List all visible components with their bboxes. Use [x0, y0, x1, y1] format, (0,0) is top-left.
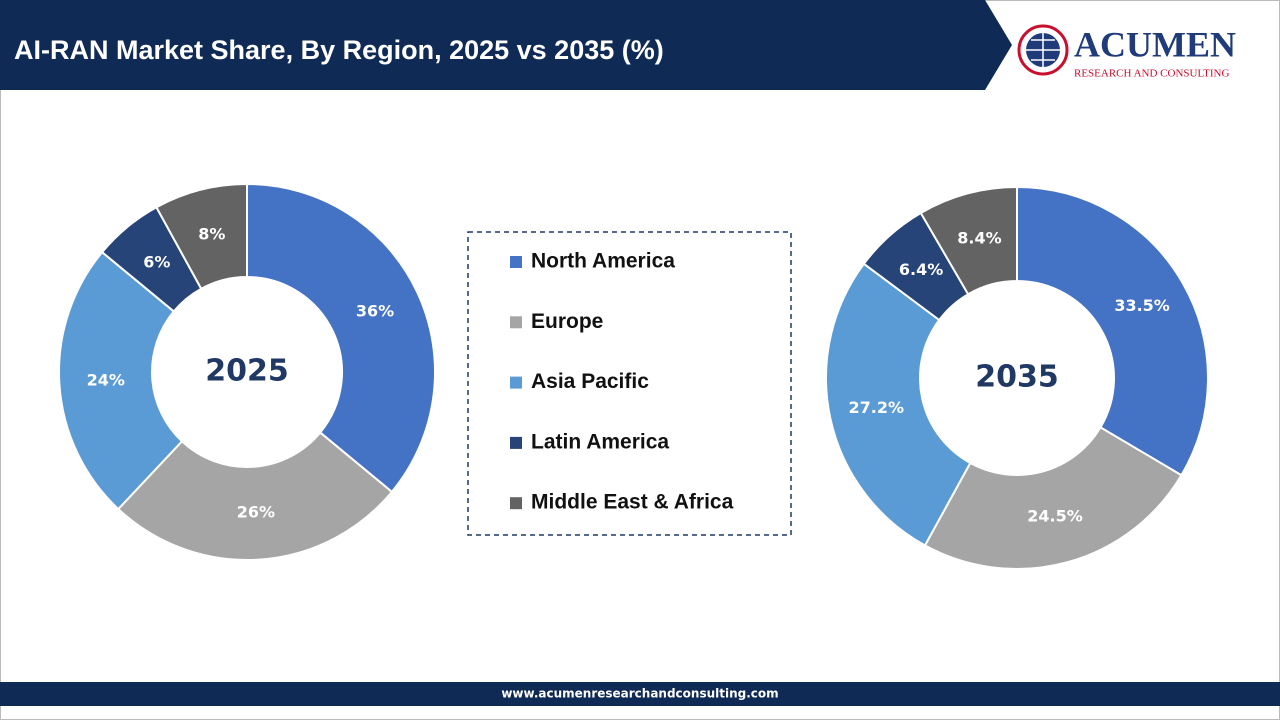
donut-segment	[825, 262, 972, 547]
donut-segment	[155, 182, 248, 291]
donut-segment	[116, 431, 394, 561]
donut-segment	[923, 426, 1183, 570]
donut-segment	[919, 185, 1018, 296]
legend-swatch	[510, 497, 522, 510]
data-label: 33.5%	[1114, 296, 1170, 315]
legend-label: Middle East & Africa	[531, 491, 734, 514]
legend-swatch	[510, 376, 522, 389]
data-label: 36%	[356, 301, 394, 320]
data-label: 6.4%	[899, 260, 943, 279]
logo-name: ACUMEN	[1074, 24, 1236, 64]
footer-url: www.acumenresearchandconsulting.com	[501, 687, 778, 701]
header-band	[0, 0, 1012, 90]
logo-ring	[1017, 24, 1069, 76]
data-label: 8%	[198, 224, 225, 243]
center-label: 2035	[975, 360, 1059, 395]
data-label: 24.5%	[1027, 506, 1083, 525]
donut-segment	[58, 250, 184, 511]
legend-swatch	[510, 436, 522, 449]
donut-segment	[246, 182, 436, 494]
page-title: AI-RAN Market Share, By Region, 2025 vs …	[14, 35, 664, 65]
logo-grid	[1026, 33, 1060, 67]
data-label: 8.4%	[957, 228, 1001, 247]
legend-label: North America	[531, 250, 675, 273]
legend-label: Latin America	[531, 430, 669, 453]
legend-label: Asia Pacific	[531, 370, 649, 393]
footer-band	[0, 682, 1280, 706]
data-label: 24%	[87, 370, 125, 389]
data-label: 6%	[143, 252, 170, 271]
center-label: 2025	[205, 354, 289, 389]
data-label: 27.2%	[849, 398, 905, 417]
data-label: 26%	[237, 503, 275, 522]
legend-swatch	[510, 256, 522, 268]
logo-tagline: RESEARCH AND CONSULTING	[1074, 68, 1230, 80]
logo: ACUMEN RESEARCH AND CONSULTING	[1017, 24, 1236, 80]
donut-segment	[1016, 185, 1209, 477]
legend-swatch	[510, 316, 522, 329]
legend-label: Europe	[531, 310, 603, 333]
legend-box	[467, 231, 792, 536]
